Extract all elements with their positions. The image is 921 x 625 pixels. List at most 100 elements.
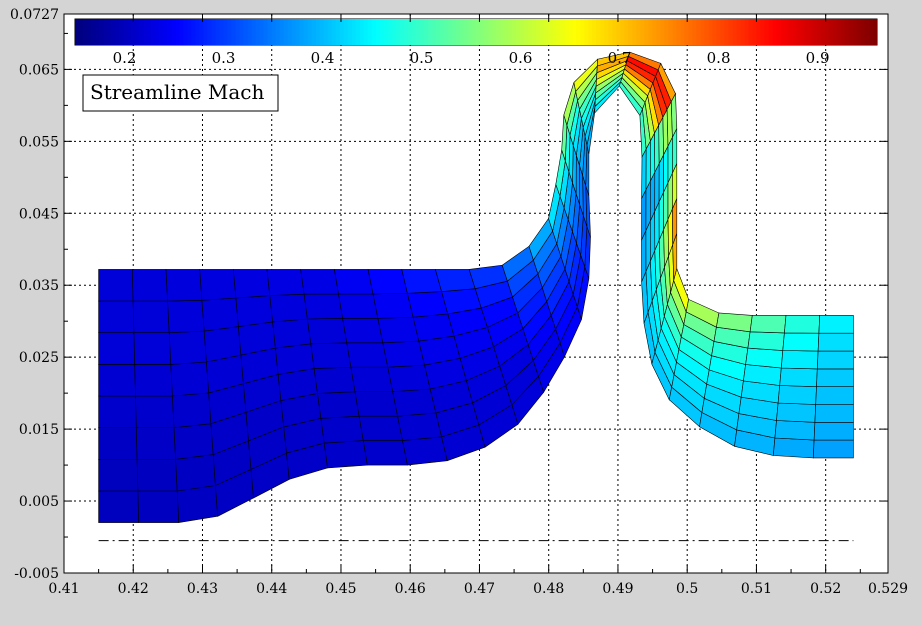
mesh-cell	[98, 364, 136, 397]
colorbar-segment	[500, 19, 505, 45]
colorbar-segment	[439, 19, 445, 45]
colorbar-segment	[343, 19, 349, 45]
legend-label: Streamline Mach	[90, 80, 264, 104]
colorbar-segment	[780, 19, 786, 45]
colorbar-segment	[411, 19, 417, 45]
colorbar-segment	[247, 19, 253, 45]
colorbar-segment	[580, 19, 585, 45]
mesh-cell	[266, 269, 305, 296]
colorbar-segment	[103, 19, 108, 45]
colorbar-segment	[471, 19, 477, 45]
colorbar-segment	[419, 19, 425, 45]
colorbar-segment	[628, 19, 633, 45]
colorbar-segment	[371, 19, 377, 45]
colorbar-segment	[624, 19, 629, 45]
mesh-cell	[346, 342, 389, 368]
colorbar-ticks: 0.2 0.3 0.4 0.5 0.6 0.7 0.8 0.9	[113, 49, 830, 67]
colorbar-segment	[287, 19, 293, 45]
colorbar-segment	[423, 19, 429, 45]
colorbar-segment	[700, 19, 706, 45]
colorbar-segment	[415, 19, 421, 45]
mesh-cell	[98, 458, 139, 492]
mesh-cell	[354, 391, 398, 417]
legend-box: Streamline Mach	[82, 74, 279, 112]
mesh-cell	[774, 420, 816, 441]
colorbar-segment	[788, 19, 794, 45]
colorbar-segment	[119, 19, 124, 45]
colorbar-segment	[596, 19, 601, 45]
colorbar-segment	[95, 19, 100, 45]
colorbar-segment	[383, 19, 389, 45]
mesh-cell	[387, 364, 431, 393]
mesh-cell	[235, 295, 273, 327]
colorbar-segment	[612, 19, 617, 45]
colorbar-segment	[267, 19, 273, 45]
colorbar-segment	[99, 19, 104, 45]
colorbar-segment	[171, 19, 176, 45]
colorbar-segment	[764, 19, 770, 45]
mesh-cell	[201, 297, 239, 332]
colorbar-segment	[403, 19, 409, 45]
colorbar-segment	[856, 19, 862, 45]
mesh-cell	[372, 292, 414, 319]
colorbar-segment	[592, 19, 597, 45]
mesh-cell	[816, 368, 854, 388]
colorbar-segment	[696, 19, 702, 45]
colorbar-gradient	[75, 19, 878, 45]
colorbar-segment	[379, 19, 385, 45]
colorbar-segment	[391, 19, 397, 45]
colorbar-segment	[111, 19, 116, 45]
mesh-cell	[818, 315, 854, 334]
mesh-cell	[167, 299, 205, 334]
mesh-cell	[772, 437, 815, 459]
mesh-cell	[132, 300, 170, 334]
mesh-cell	[98, 300, 135, 334]
colorbar-segment	[644, 19, 650, 45]
colorbar-segment	[331, 19, 337, 45]
colorbar-segment	[131, 19, 136, 45]
colorbar-segment	[560, 19, 565, 45]
colorbar-segment	[195, 19, 200, 45]
colorbar-segment	[544, 19, 549, 45]
colorbar-segment	[163, 19, 168, 45]
colorbar-segment	[307, 19, 313, 45]
colorbar-segment	[512, 19, 517, 45]
mesh-cell	[816, 350, 854, 370]
y-tick-label: 0.055	[19, 134, 59, 150]
x-tick-label: 0.44	[256, 581, 287, 597]
colorbar-segment	[536, 19, 541, 45]
colorbar-segment	[716, 19, 722, 45]
colorbar-segment	[752, 19, 758, 45]
y-tick-label: -0.005	[14, 566, 59, 582]
colorbar-segment	[748, 19, 754, 45]
colorbar-segment	[736, 19, 742, 45]
mesh-cell	[435, 269, 476, 292]
colorbar-segment	[796, 19, 802, 45]
x-tick-label: 0.48	[533, 581, 564, 597]
colorbar-segment	[492, 19, 497, 45]
colorbar-segment	[395, 19, 401, 45]
colorbar-segment	[604, 19, 609, 45]
mesh-cell	[272, 318, 312, 349]
mesh-cell	[747, 331, 785, 351]
colorbar-segment	[484, 19, 489, 45]
colorbar-segment	[760, 19, 766, 45]
colorbar-segment	[203, 19, 208, 45]
mesh-cell	[317, 391, 360, 419]
colorbar-segment	[600, 19, 605, 45]
colorbar-segment	[800, 19, 806, 45]
colorbar-segment	[83, 19, 88, 45]
colorbar-segment	[279, 19, 285, 45]
x-tick-label: 0.47	[464, 581, 495, 597]
colorbar-segment	[744, 19, 750, 45]
mesh-cell	[392, 388, 437, 417]
x-tick-label: 0.45	[325, 581, 356, 597]
colorbar-segment	[255, 19, 261, 45]
colorbar-segment	[568, 19, 573, 45]
mesh-cell	[136, 458, 178, 492]
colorbar-segment	[107, 19, 112, 45]
colorbar-segment	[676, 19, 682, 45]
mesh-cell	[813, 421, 854, 441]
mesh-cell	[275, 343, 315, 375]
